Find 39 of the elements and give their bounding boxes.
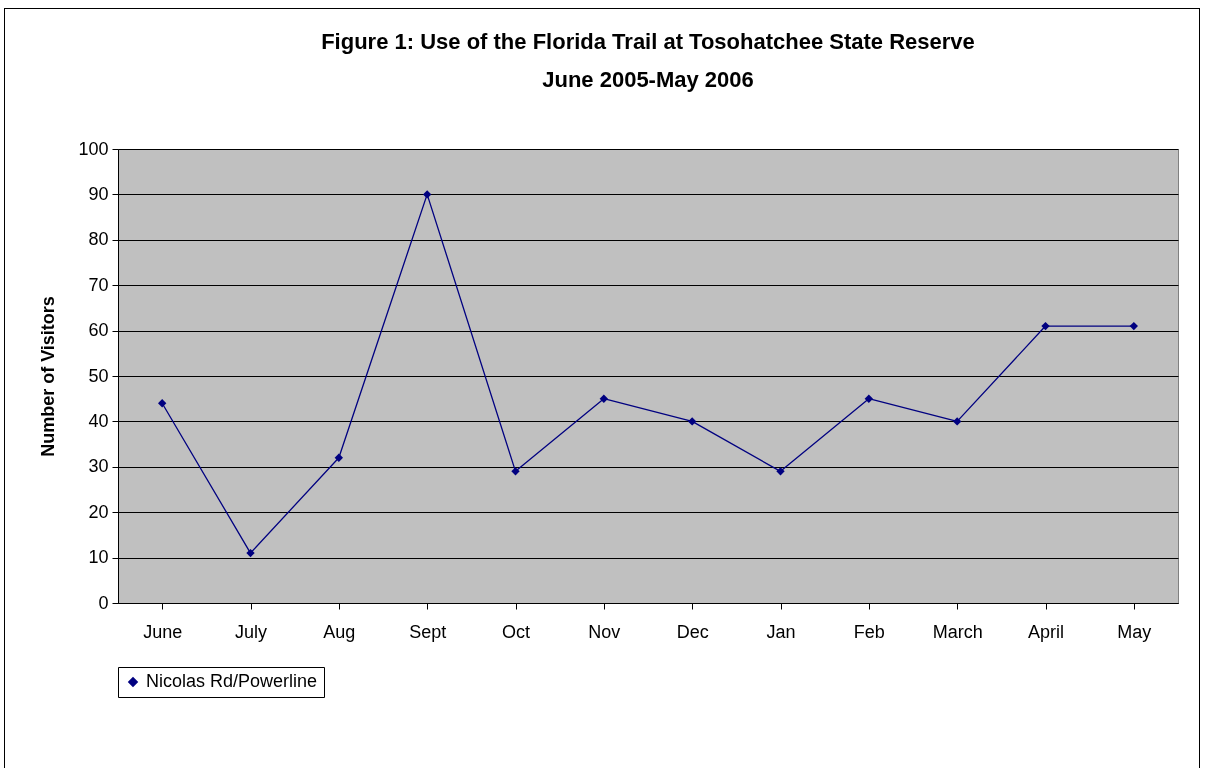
x-tick-label: Nov bbox=[588, 621, 621, 642]
x-tick-label: May bbox=[1117, 621, 1152, 642]
x-tick-label: Oct bbox=[501, 621, 531, 642]
point bbox=[246, 548, 255, 558]
point bbox=[334, 453, 344, 462]
y-tick-label: 20 bbox=[88, 501, 109, 522]
text: June 2005-May 2006 bbox=[542, 67, 754, 92]
point bbox=[599, 394, 609, 403]
y-tick-label: 30 bbox=[88, 456, 109, 477]
point bbox=[157, 399, 167, 408]
point bbox=[1129, 321, 1139, 331]
y-tick-label: 0 bbox=[98, 592, 109, 613]
point bbox=[952, 417, 962, 426]
x-tick-label: Feb bbox=[853, 621, 885, 642]
point bbox=[864, 394, 874, 403]
x-tick-label: Sept bbox=[409, 621, 447, 642]
x-tick-label: March bbox=[932, 621, 983, 642]
point bbox=[511, 467, 520, 476]
x-tick-label: Aug bbox=[323, 621, 356, 642]
y-tick-label: 40 bbox=[88, 410, 109, 431]
y-tick-label: 10 bbox=[88, 547, 109, 568]
x-tick-label: Jan bbox=[766, 621, 796, 642]
x-tick-label: June bbox=[143, 621, 183, 642]
x-tick-label: July bbox=[234, 621, 268, 642]
y-tick-label: 60 bbox=[88, 320, 109, 341]
y-tick-label: 50 bbox=[88, 365, 109, 386]
x-tick-label: April bbox=[1027, 621, 1065, 642]
x-tick-label: Dec bbox=[676, 621, 709, 642]
point bbox=[422, 190, 432, 199]
y-tick-label: 70 bbox=[88, 274, 109, 295]
y-tick-label: 100 bbox=[78, 138, 109, 159]
y-tick-label: 80 bbox=[88, 229, 109, 250]
text: Figure 1: Use of the Florida Trail at Tosohatchee State Reserve bbox=[321, 29, 975, 54]
point bbox=[776, 467, 785, 476]
y-tick-label: 90 bbox=[88, 183, 109, 204]
legend-label: Nicolas Rd/Powerline bbox=[146, 671, 318, 691]
y-axis-title: Number of Visitors bbox=[38, 296, 59, 457]
point bbox=[1041, 321, 1050, 331]
point bbox=[687, 417, 697, 426]
